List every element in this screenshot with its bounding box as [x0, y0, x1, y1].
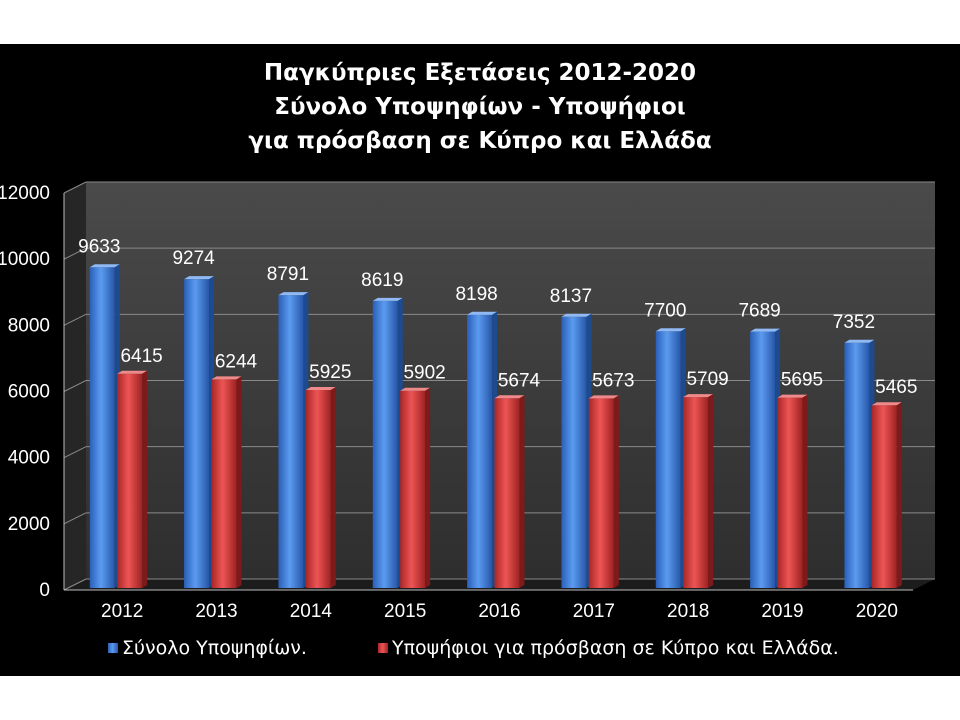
data-label: 5695 [781, 370, 823, 391]
bar-side-face [519, 395, 525, 588]
data-label: 8619 [361, 270, 403, 291]
chart-title-line-2: Σύνολο Υποψηφίων - Υποψήφιοι [274, 94, 686, 120]
bar-top-face [844, 339, 875, 343]
bar-side-face [896, 402, 902, 588]
x-tick-label: 2014 [290, 601, 333, 622]
gridline-side [63, 380, 87, 392]
data-label: 8791 [267, 264, 309, 285]
gridline-side [63, 181, 87, 194]
data-label: 9274 [172, 248, 215, 269]
x-tick-label: 2019 [761, 601, 803, 622]
data-label: 5709 [686, 369, 728, 390]
bar-top-face [117, 370, 148, 374]
gridline-side [63, 446, 87, 459]
bar-access-candidates [777, 397, 803, 588]
bar-side-face [142, 370, 148, 588]
gridline-side [63, 247, 87, 260]
bar-access-candidates [305, 389, 331, 588]
data-label: 7689 [738, 301, 780, 322]
bar-top-face [211, 376, 242, 380]
gridline-side [63, 512, 87, 525]
x-tick-label: 2017 [573, 601, 615, 622]
y-tick-label: 0 [39, 580, 50, 601]
bar-total-candidates [750, 331, 776, 588]
bar-side-face [708, 394, 714, 588]
bar-side-face [613, 395, 619, 588]
bar-access-candidates [211, 379, 237, 588]
x-tick-label: 2012 [101, 601, 143, 622]
bar-total-candidates [184, 279, 210, 588]
bar-top-face [777, 394, 808, 398]
y-tick-label: 4000 [8, 448, 50, 469]
bar-total-candidates [561, 316, 587, 588]
y-tick-label: 12000 [0, 183, 50, 204]
data-label: 5673 [592, 370, 634, 391]
bar-side-face [802, 394, 808, 588]
data-label: 5925 [309, 362, 351, 383]
data-label: 7700 [644, 300, 686, 321]
data-label: 6415 [120, 346, 162, 367]
data-label: 5674 [498, 370, 541, 391]
data-label: 9633 [78, 236, 120, 257]
data-label: 6244 [215, 351, 258, 372]
legend-swatch-access [378, 643, 388, 653]
bar-top-face [655, 328, 686, 332]
bar-total-candidates [655, 331, 681, 588]
bar-top-face [494, 395, 525, 399]
y-tick-label: 10000 [0, 249, 50, 270]
chart-title: Παγκύπριες Εξετάσεις 2012-2020 Σύνολο Υπ… [0, 56, 960, 158]
bar-top-face [588, 395, 619, 399]
bar-access-candidates [871, 405, 897, 588]
bar-top-face [467, 311, 498, 315]
bar-top-face [372, 297, 403, 301]
bar-access-candidates [117, 373, 143, 588]
bar-top-face [871, 402, 902, 406]
legend-label: Σύνολο Υποψηφίων. [122, 637, 307, 659]
bar-total-candidates [467, 314, 493, 588]
bar-top-face [184, 276, 215, 280]
x-tick-label: 2016 [478, 601, 520, 622]
data-label: 5902 [403, 363, 445, 384]
bar-total-candidates [844, 342, 870, 588]
data-label: 5465 [875, 377, 917, 398]
bar-access-candidates [494, 398, 520, 588]
bar-side-face [330, 386, 336, 588]
x-tick-label: 2013 [195, 601, 237, 622]
data-label: 8198 [455, 284, 497, 305]
bar-side-face [425, 387, 431, 588]
x-tick-label: 2020 [856, 601, 898, 622]
bar-total-candidates [89, 267, 115, 588]
bar-top-face [89, 264, 120, 268]
chart-title-line-3: για πρόσβαση σε Κύπρο και Ελλάδα [248, 128, 712, 154]
gridline-side [63, 313, 87, 326]
x-tick-label: 2018 [667, 601, 709, 622]
y-tick-label: 8000 [8, 315, 50, 336]
bar-access-candidates [588, 398, 614, 588]
bar-total-candidates [372, 300, 398, 588]
legend-label: Υποψήφιοι για πρόσβαση σε Κύπρο και Ελλά… [391, 637, 839, 659]
bar-access-candidates [400, 390, 426, 588]
bar-access-candidates [683, 397, 709, 588]
bar-top-face [683, 394, 714, 398]
bar-top-face [750, 328, 781, 332]
chart-title-line-1: Παγκύπριες Εξετάσεις 2012-2020 [263, 60, 697, 86]
legend-swatch-total [108, 643, 118, 653]
data-label: 8137 [550, 286, 592, 307]
bar-top-face [305, 386, 336, 390]
gridline-side [63, 578, 87, 591]
data-label: 7352 [833, 312, 875, 333]
bar-top-face [278, 292, 309, 296]
bar-total-candidates [278, 295, 304, 588]
y-tick-label: 2000 [8, 514, 50, 535]
x-tick-label: 2015 [384, 601, 426, 622]
bar-top-face [400, 387, 431, 391]
bar-side-face [236, 376, 242, 588]
y-tick-label: 6000 [8, 382, 50, 403]
bar-top-face [561, 313, 592, 317]
